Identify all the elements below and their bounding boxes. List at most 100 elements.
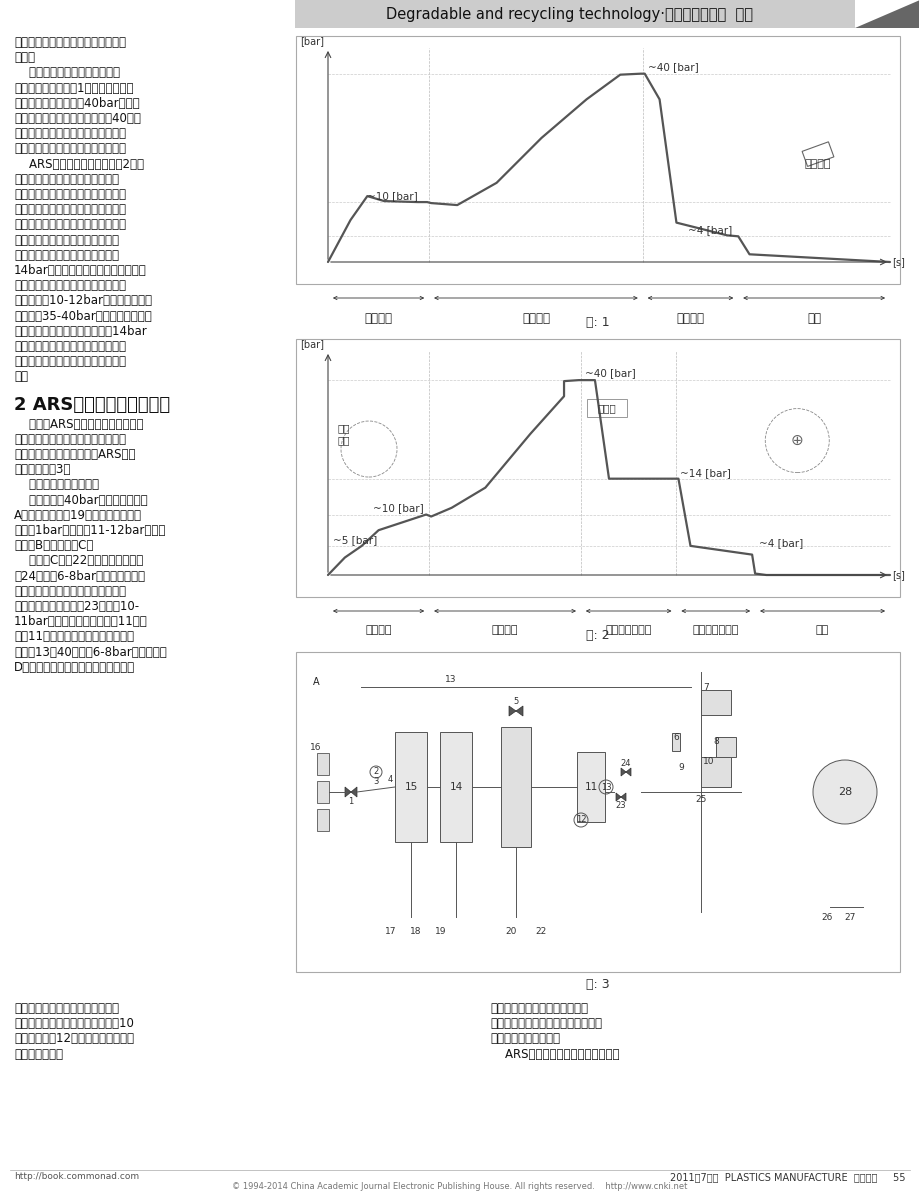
Text: 气，确保安全。: 气，确保安全。 (14, 1048, 62, 1061)
Bar (700, 757, 731, 787)
Text: 过管路B输送到管路C。: 过管路B输送到管路C。 (14, 539, 93, 552)
Text: 22: 22 (535, 928, 546, 936)
Bar (439, 732, 471, 842)
Text: 14bar）后将回收阀关闭，不再回收，: 14bar）后将回收阀关闭，不再回收， (14, 264, 147, 277)
Text: 以上，就可以把回收后的压缩气减压: 以上，就可以把回收后的压缩气减压 (14, 340, 126, 353)
Text: 12: 12 (575, 816, 585, 824)
Text: ~40 [bar]: ~40 [bar] (647, 61, 698, 72)
Bar (586, 398, 626, 416)
Text: 排气: 排气 (815, 625, 828, 635)
Text: [bar]: [bar] (300, 36, 323, 46)
Text: 而改为直接排放。此外，由于原来的: 而改为直接排放。此外，由于原来的 (14, 280, 126, 292)
Bar (715, 737, 735, 757)
Text: 7: 7 (702, 683, 709, 691)
Text: 安全回路等组成，一个典型ARS系统: 安全回路等组成，一个典型ARS系统 (14, 448, 135, 461)
Text: 6: 6 (673, 732, 678, 742)
Text: 仔细分析吹瓶机生产热灌装时: 仔细分析吹瓶机生产热灌装时 (14, 66, 119, 79)
Text: 18: 18 (410, 928, 421, 936)
Text: ⊕: ⊕ (790, 433, 803, 448)
Text: 压缩空气回收到回收气罐中，当吹: 压缩空气回收到回收气罐中，当吹 (14, 234, 119, 247)
Text: 控制开关的回收气罐，压力传感器，: 控制开关的回收气罐，压力传感器， (14, 433, 126, 445)
Text: 23: 23 (615, 802, 626, 810)
Text: 11: 11 (584, 782, 597, 792)
Text: 在冷却吹气时，全部瘄40bar的高压: 在冷却吹气时，全部瘄40bar的高压 (14, 97, 140, 109)
Text: ~40 [bar]: ~40 [bar] (584, 368, 635, 378)
Text: 25: 25 (695, 796, 706, 804)
Text: 在管路C分成22路，一路经过减压: 在管路C分成22路，一路经过减压 (14, 554, 143, 568)
Text: 工厂原来瘄40bar的高压气从管路: 工厂原来瘄40bar的高压气从管路 (14, 493, 147, 506)
Text: 高压气（35-40bar）减压而来，如果: 高压气（35-40bar）减压而来，如果 (14, 310, 152, 323)
Text: D作为机器内部的动作气，用于气罐等: D作为机器内部的动作气，用于气罐等 (14, 661, 135, 673)
Bar (295, 0, 854, 28)
Bar (671, 733, 679, 751)
Text: 图: 2: 图: 2 (585, 629, 609, 642)
Text: 2011年7月刁  PLASTICS MANUFACTURE  塑料制品     55: 2011年7月刁 PLASTICS MANUFACTURE 塑料制品 55 (670, 1172, 905, 1182)
Text: ~4 [bar]: ~4 [bar] (758, 538, 802, 547)
Text: 将回收的压缩空气的压力控制在14bar: 将回收的压缩空气的压力控制在14bar (14, 325, 147, 337)
Text: 一般的ARS系统由回收阀，带自动: 一般的ARS系统由回收阀，带自动 (14, 418, 143, 431)
Text: 回用
部分: 回用 部分 (337, 424, 350, 445)
Text: 气罐11除了提供一次吹气外，还经过: 气罐11除了提供一次吹气外，还经过 (14, 630, 134, 643)
Text: 冷却吹气排放段: 冷却吹气排放段 (692, 625, 738, 635)
Text: 组成如下图（3）: 组成如下图（3） (14, 463, 70, 476)
Text: ~14 [bar]: ~14 [bar] (680, 468, 731, 478)
Text: 2: 2 (373, 768, 379, 776)
Text: 减压阉13瘄40减压至6-8bar，经过管路: 减压阉13瘄40减压至6-8bar，经过管路 (14, 646, 166, 659)
Text: 14: 14 (448, 782, 462, 792)
Polygon shape (616, 793, 625, 802)
Text: 气阀和排气阀的先导气，另外一路，: 气阀和排气阀的先导气，另外一路， (14, 584, 126, 598)
Bar (576, 752, 605, 822)
Text: 部分高压气回收使用，例如用作低压: 部分高压气回收使用，例如用作低压 (14, 127, 126, 140)
Text: 11bar后进入一次吹气储气罐11。储: 11bar后进入一次吹气储气罐11。储 (14, 616, 148, 628)
Text: 26: 26 (821, 912, 832, 922)
Text: http://book.commonad.com: http://book.commonad.com (14, 1172, 139, 1181)
Text: Degradable and recycling technology·可降解回收技术  专题: Degradable and recycling technology·可降解回… (386, 6, 753, 22)
Text: 气被全部排出。如果能够把排揤40的这: 气被全部排出。如果能够把排揤40的这 (14, 112, 141, 125)
Text: 用作一次吹气，还可节省高压气的消: 用作一次吹气，还可节省高压气的消 (14, 355, 126, 368)
Text: [bar]: [bar] (300, 338, 323, 349)
Bar (296, 652, 899, 972)
Text: A进入，经减压阉19减压到比一次吹气: A进入，经减压阉19减压到比一次吹气 (14, 509, 142, 522)
Text: 冷却吹气: 冷却吹气 (675, 312, 704, 325)
Text: 的压力进行检测，在一个设定的压力: 的压力进行检测，在一个设定的压力 (14, 203, 126, 216)
Polygon shape (345, 787, 357, 797)
Text: 阉24减压至6-8bar，作为后面回收: 阉24减压至6-8bar，作为后面回收 (14, 570, 145, 582)
Text: 19: 19 (435, 928, 447, 936)
Text: 气的压力低于一个设定値（如小于: 气的压力低于一个设定値（如小于 (14, 248, 119, 262)
Text: © 1994-2014 China Academic Journal Electronic Publishing House. All rights reser: © 1994-2014 China Academic Journal Elect… (233, 1182, 686, 1190)
Text: 回收段: 回收段 (596, 403, 616, 413)
Text: [s]: [s] (891, 257, 904, 266)
Text: ARS系统的中，每个吹瓶模块都配: ARS系统的中，每个吹瓶模块都配 (490, 1048, 618, 1061)
Bar (296, 338, 899, 596)
Text: 2 ARS系统的具体工作流程: 2 ARS系统的具体工作流程 (14, 396, 170, 414)
Text: 13: 13 (445, 676, 456, 684)
Text: ~5 [bar]: ~5 [bar] (333, 535, 377, 545)
Bar (317, 781, 329, 803)
Text: 图: 3: 图: 3 (585, 978, 609, 991)
Text: 4: 4 (387, 775, 392, 785)
Text: [s]: [s] (891, 570, 904, 580)
Text: 二次吹气: 二次吹气 (521, 312, 550, 325)
Bar (296, 36, 899, 284)
Bar (317, 754, 329, 775)
Bar (501, 727, 530, 847)
Text: 一次吹气瘄10-12bar的压缩空气是由: 一次吹气瘄10-12bar的压缩空气是由 (14, 294, 152, 307)
Text: 9: 9 (677, 762, 683, 772)
Text: 5: 5 (513, 696, 518, 706)
Text: 压力大1bar（一般为11-12bar），通: 压力大1bar（一般为11-12bar），通 (14, 524, 165, 536)
Text: 经过一单向阀和减压阉23减压至10-: 经过一单向阀和减压阉23减压至10- (14, 600, 139, 613)
Text: 8: 8 (712, 738, 718, 746)
Text: 耗。: 耗。 (14, 371, 28, 383)
Text: 更大。: 更大。 (14, 52, 35, 64)
Circle shape (765, 408, 828, 473)
Text: ~10 [bar]: ~10 [bar] (372, 504, 424, 514)
Polygon shape (854, 0, 919, 28)
Text: 通过前面的回路供气。: 通过前面的回路供气。 (490, 1032, 560, 1045)
Polygon shape (508, 706, 522, 716)
Text: 况，急停开关按下后，两位四通阉10: 况，急停开关按下后，两位四通阉10 (14, 1018, 134, 1030)
Bar (700, 690, 731, 714)
Text: 不变，在冷却吹气阶段，对压缩空气: 不变，在冷却吹气阶段，对压缩空气 (14, 188, 126, 200)
Text: 气动元件的驱动。当机器发生紧急: 气动元件的驱动。当机器发生紧急 (14, 1002, 119, 1015)
Text: 3: 3 (373, 778, 379, 786)
Text: 图: 1: 图: 1 (585, 316, 609, 329)
